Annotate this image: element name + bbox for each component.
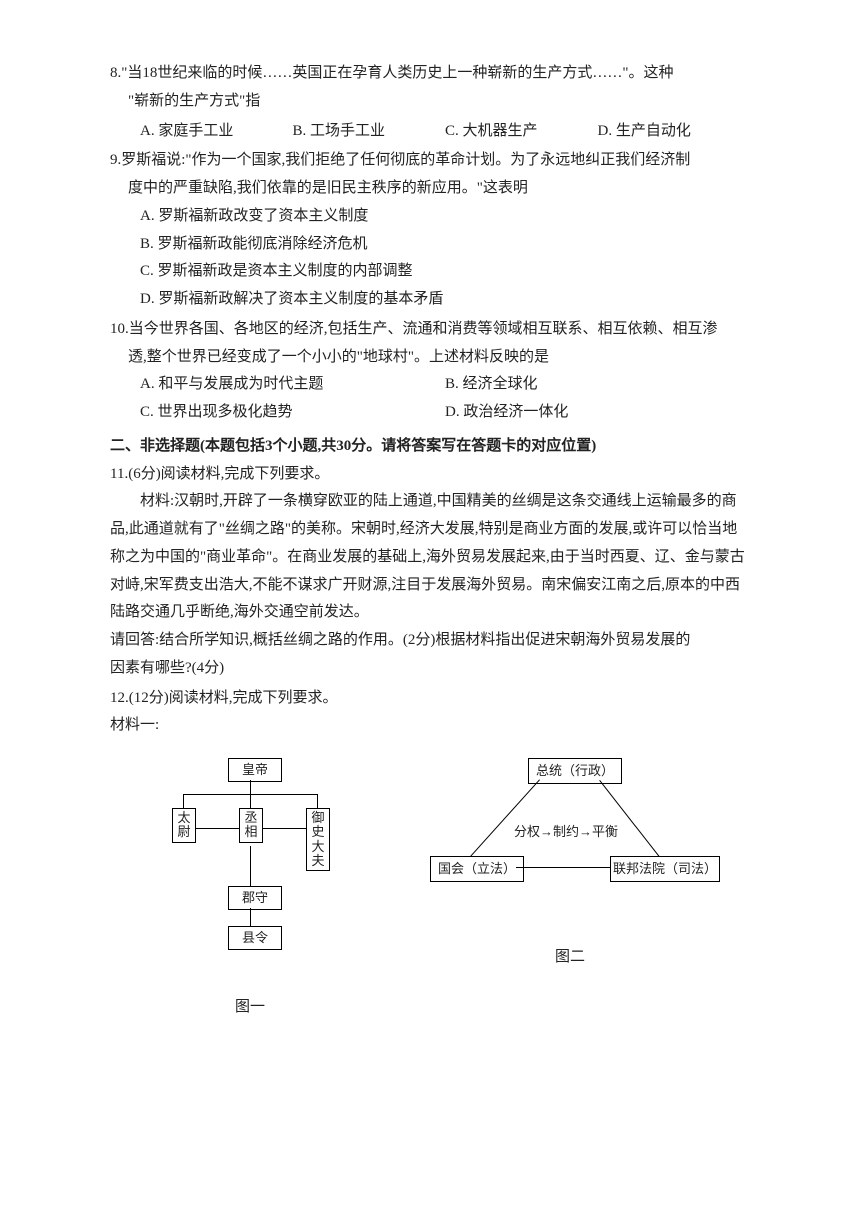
q9-opt-c: C. 罗斯福新政是资本主义制度的内部调整 — [140, 258, 750, 286]
q9-stem-line1: 9.罗斯福说:"作为一个国家,我们拒绝了任何彻底的革命计划。为了永远地纠正我们经… — [110, 147, 750, 175]
d1-taiwei-char1: 太 — [177, 811, 190, 825]
d1-box-junshou: 郡守 — [228, 886, 282, 910]
q9-opt-b: B. 罗斯福新政能彻底消除经济危机 — [140, 231, 750, 259]
d1-box-yushi: 御 史 大 夫 — [306, 808, 330, 871]
question-10: 10.当今世界各国、各地区的经济,包括生产、流通和消费等领域相互联系、相互依赖、… — [110, 316, 750, 427]
q8-stem-line2: "崭新的生产方式"指 — [110, 88, 750, 116]
q12-stem: 12.(12分)阅读材料,完成下列要求。 — [110, 685, 750, 713]
q11-stem: 11.(6分)阅读材料,完成下列要求。 — [110, 461, 750, 489]
d1-line — [263, 828, 306, 829]
d1-line — [250, 794, 251, 808]
d1-cx-char1: 丞 — [244, 811, 257, 825]
d1-box-taiwei: 太 尉 — [172, 808, 196, 843]
q8-opt-b: B. 工场手工业 — [293, 118, 446, 146]
q8-stem-line1: 8."当18世纪来临的时候……英国正在孕育人类历史上一种崭新的生产方式……"。这… — [110, 60, 750, 88]
q10-opt-a: A. 和平与发展成为时代主题 — [140, 371, 445, 399]
d2-caption: 图二 — [555, 944, 585, 972]
d1-line — [250, 908, 251, 926]
d1-box-emperor: 皇帝 — [228, 758, 282, 782]
d2-box-congress: 国会（立法） — [430, 856, 524, 882]
d2-box-court: 联邦法院（司法） — [610, 856, 720, 882]
question-8: 8."当18世纪来临的时候……英国正在孕育人类历史上一种崭新的生产方式……"。这… — [110, 60, 750, 145]
q8-opt-d: D. 生产自动化 — [598, 118, 751, 146]
q10-opt-b: B. 经济全球化 — [445, 371, 750, 399]
q11-ask-line1: 请回答:结合所学知识,概括丝绸之路的作用。(2分)根据材料指出促进宋朝海外贸易发… — [110, 627, 750, 655]
d1-ys-char2: 史 — [311, 825, 324, 839]
d1-line — [250, 780, 251, 794]
d2-center-label: 分权→制约→平衡 — [514, 820, 618, 844]
q10-options-row1: A. 和平与发展成为时代主题 B. 经济全球化 — [110, 371, 750, 399]
d1-line — [183, 794, 184, 808]
q11-material: 材料:汉朝时,开辟了一条横穿欧亚的陆上通道,中国精美的丝绸是这条交通线上运输最多… — [110, 488, 750, 627]
d2-box-president: 总统（行政） — [528, 758, 622, 784]
q10-stem-line2: 透,整个世界已经变成了一个小小的"地球村"。上述材料反映的是 — [110, 344, 750, 372]
d1-line — [196, 828, 239, 829]
question-9: 9.罗斯福说:"作为一个国家,我们拒绝了任何彻底的革命计划。为了永远地纠正我们经… — [110, 147, 750, 314]
d1-ys-char1: 御 — [311, 811, 324, 825]
q10-options-row2: C. 世界出现多极化趋势 D. 政治经济一体化 — [110, 399, 750, 427]
question-11: 11.(6分)阅读材料,完成下列要求。 材料:汉朝时,开辟了一条横穿欧亚的陆上通… — [110, 461, 750, 683]
d1-caption: 图一 — [235, 994, 265, 1022]
diagram-2: 总统（行政） 国会（立法） 联邦法院（司法） 分权→制约→平衡 图二 — [430, 758, 710, 1022]
q11-ask-line2: 因素有哪些?(4分) — [110, 655, 750, 683]
d1-line — [317, 794, 318, 808]
d1-box-xianling: 县令 — [228, 926, 282, 950]
q8-opt-a: A. 家庭手工业 — [140, 118, 293, 146]
q12-material-label: 材料一: — [110, 712, 750, 740]
d1-taiwei-char2: 尉 — [177, 825, 190, 839]
d2-line — [599, 780, 660, 857]
d1-ys-char3: 大 — [311, 840, 324, 854]
question-12: 12.(12分)阅读材料,完成下列要求。 材料一: — [110, 685, 750, 741]
q8-opt-c: C. 大机器生产 — [445, 118, 598, 146]
q10-opt-d: D. 政治经济一体化 — [445, 399, 750, 427]
d2-line — [470, 779, 540, 856]
q10-stem-line1: 10.当今世界各国、各地区的经济,包括生产、流通和消费等领域相互联系、相互依赖、… — [110, 316, 750, 344]
q9-options: A. 罗斯福新政改变了资本主义制度 B. 罗斯福新政能彻底消除经济危机 C. 罗… — [110, 203, 750, 314]
q9-stem-line2: 度中的严重缺陷,我们依靠的是旧民主秩序的新应用。"这表明 — [110, 175, 750, 203]
d1-cx-char2: 相 — [244, 825, 257, 839]
diagram-1: 皇帝 太 尉 丞 相 御 史 大 夫 — [150, 758, 350, 1022]
q8-options: A. 家庭手工业 B. 工场手工业 C. 大机器生产 D. 生产自动化 — [110, 118, 750, 146]
d1-box-chengxiang: 丞 相 — [239, 808, 263, 843]
q9-opt-a: A. 罗斯福新政改变了资本主义制度 — [140, 203, 750, 231]
d1-ys-char4: 夫 — [311, 854, 324, 868]
section-2-title: 二、非选择题(本题包括3个小题,共30分。请将答案写在答题卡的对应位置) — [110, 433, 750, 461]
d1-line — [250, 846, 251, 886]
q9-opt-d: D. 罗斯福新政解决了资本主义制度的基本矛盾 — [140, 286, 750, 314]
d2-line — [516, 867, 610, 868]
diagrams-container: 皇帝 太 尉 丞 相 御 史 大 夫 — [110, 758, 750, 1022]
q10-opt-c: C. 世界出现多极化趋势 — [140, 399, 445, 427]
